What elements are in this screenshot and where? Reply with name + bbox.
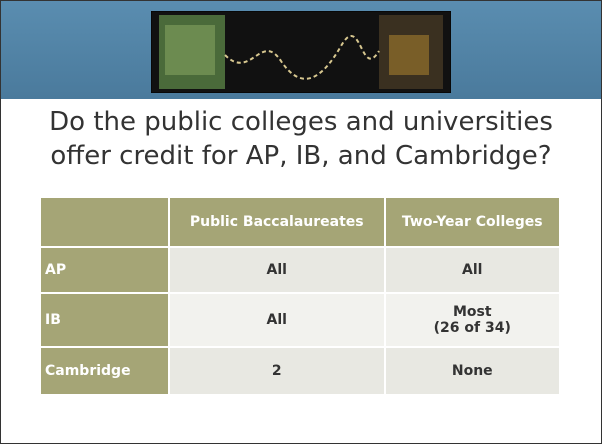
- table-cell: All: [383, 246, 562, 294]
- title-line: offer credit for AP, IB, and Cambridge?: [50, 141, 552, 171]
- table-row: Cambridge 2 None: [39, 346, 562, 396]
- credit-table: Public Baccalaureates Two-Year Colleges A…: [39, 196, 562, 396]
- table-cell: Most (26 of 34): [383, 292, 562, 348]
- banner-image: [151, 11, 451, 93]
- table-cell: All: [168, 292, 386, 348]
- cell-text: 2: [271, 363, 282, 379]
- row-header: IB: [39, 292, 170, 348]
- title-line: Do the public colleges and universities: [49, 107, 553, 137]
- slide-title: Do the public colleges and universities o…: [1, 105, 601, 173]
- cell-text: All: [266, 262, 287, 278]
- table-cell: All: [168, 246, 386, 294]
- corner-cell: [39, 196, 170, 248]
- column-header: Public Baccalaureates: [168, 196, 386, 248]
- cell-text: All: [266, 312, 287, 328]
- cell-text: All: [462, 262, 483, 278]
- table-row: IB All Most (26 of 34): [39, 292, 562, 348]
- table-cell: 2: [168, 346, 386, 396]
- cell-text: None: [451, 363, 493, 379]
- row-header: Cambridge: [39, 346, 170, 396]
- cell-text: (26 of 34): [433, 320, 511, 336]
- table-row: AP All All: [39, 246, 562, 294]
- table-cell: None: [383, 346, 562, 396]
- row-header: AP: [39, 246, 170, 294]
- column-header: Two-Year Colleges: [383, 196, 562, 248]
- cell-text: Most: [452, 304, 492, 320]
